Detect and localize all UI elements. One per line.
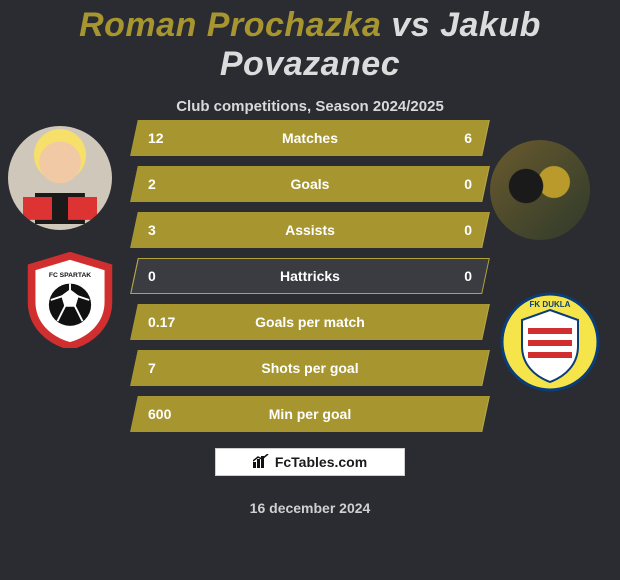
stat-label: Assists	[192, 222, 428, 238]
stat-right-value: 0	[428, 268, 486, 284]
stat-label: Hattricks	[192, 268, 428, 284]
stat-label: Goals per match	[192, 314, 428, 330]
watermark: FcTables.com	[215, 448, 405, 476]
stat-left-value: 0	[134, 268, 192, 284]
date-label: 16 december 2024	[250, 500, 371, 516]
stat-label: Goals	[192, 176, 428, 192]
stat-right-value: 0	[428, 222, 486, 238]
stat-left-value: 7	[134, 360, 192, 376]
stat-row: 7Shots per goal	[134, 350, 486, 386]
stat-label: Min per goal	[192, 406, 428, 422]
stat-row: 0Hattricks0	[134, 258, 486, 294]
stats-table: 12Matches62Goals03Assists00Hattricks00.1…	[134, 120, 486, 442]
player1-club-badge: FC SPARTAK	[22, 252, 118, 348]
svg-text:FC SPARTAK: FC SPARTAK	[49, 272, 91, 279]
player1-name: Roman Prochazka	[79, 6, 381, 44]
player2-avatar	[490, 140, 590, 240]
stat-left-value: 3	[134, 222, 192, 238]
stat-right-value: 0	[428, 176, 486, 192]
vs-label: vs	[391, 6, 430, 44]
stat-row: 2Goals0	[134, 166, 486, 202]
stat-label: Shots per goal	[192, 360, 428, 376]
stat-left-value: 12	[134, 130, 192, 146]
stat-row: 12Matches6	[134, 120, 486, 156]
player1-avatar	[8, 126, 112, 230]
stat-left-value: 2	[134, 176, 192, 192]
chart-icon	[253, 454, 269, 470]
page-title: Roman Prochazka vs Jakub Povazanec	[0, 0, 620, 84]
subtitle: Club competitions, Season 2024/2025	[0, 98, 620, 115]
svg-text:FK DUKLA: FK DUKLA	[530, 300, 571, 309]
stat-right-value: 6	[428, 130, 486, 146]
stat-row: 600Min per goal	[134, 396, 486, 432]
stat-row: 3Assists0	[134, 212, 486, 248]
stat-row: 0.17Goals per match	[134, 304, 486, 340]
stat-left-value: 600	[134, 406, 192, 422]
stat-left-value: 0.17	[134, 314, 192, 330]
player2-club-badge: FK DUKLA	[500, 292, 600, 392]
watermark-text: FcTables.com	[275, 454, 367, 470]
stat-label: Matches	[192, 130, 428, 146]
